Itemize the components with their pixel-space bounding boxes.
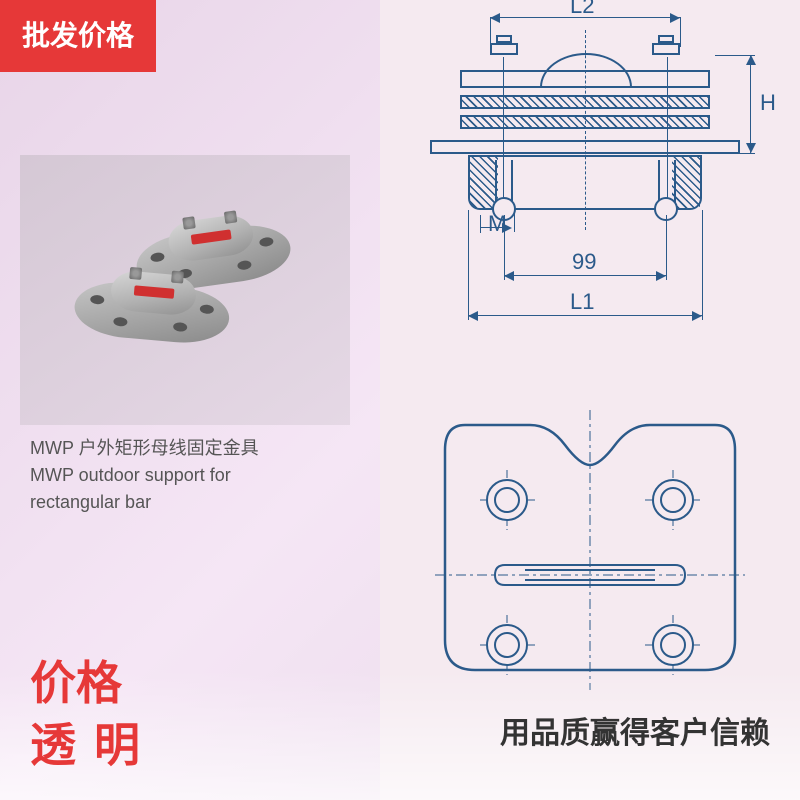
clamp-rendering: [45, 200, 325, 380]
product-photo: [20, 155, 350, 425]
dim-H: H: [760, 90, 776, 116]
dim-99: 99: [572, 249, 596, 275]
dim-L2: L2: [570, 0, 594, 19]
dim-L1: L1: [570, 289, 594, 315]
price-sub: 透明: [30, 709, 158, 775]
front-elevation-view: L2 H: [420, 15, 760, 330]
price-main: 价格: [30, 658, 158, 709]
tagline: 用品质赢得客户信赖: [500, 708, 770, 752]
caption-en-1: MWP outdoor support for: [30, 462, 259, 489]
price-block: 价格 透明: [30, 658, 158, 775]
wholesale-price-badge: 批发价格: [0, 0, 156, 72]
caption-cn: MWP 户外矩形母线固定金具: [30, 435, 259, 462]
caption-en-2: rectangular bar: [30, 489, 259, 516]
top-plan-view: [435, 410, 745, 690]
product-caption: MWP 户外矩形母线固定金具 MWP outdoor support for r…: [30, 435, 259, 516]
